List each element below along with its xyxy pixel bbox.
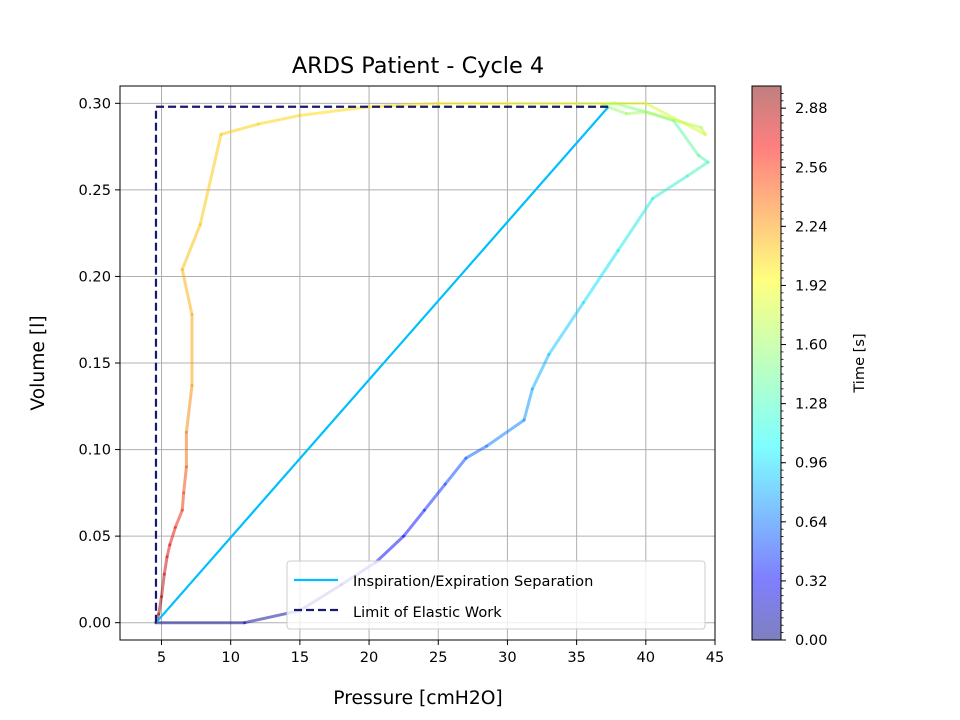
x-tick-label: 20 bbox=[360, 649, 379, 666]
colorbar-tick-label: 2.24 bbox=[795, 218, 828, 235]
colorbar-gradient bbox=[752, 86, 781, 640]
time-colored-segment bbox=[547, 300, 586, 356]
time-colored-segment bbox=[651, 174, 689, 201]
x-tick-label: 10 bbox=[221, 649, 240, 666]
colorbar-tick-label: 0.00 bbox=[795, 632, 828, 649]
colorbar-frame bbox=[751, 85, 782, 641]
colorbar-tick-label: 1.60 bbox=[795, 337, 828, 354]
y-axis-label: Volume [l] bbox=[28, 315, 49, 410]
legend-label-elastic-limit: Limit of Elastic Work bbox=[353, 604, 502, 621]
time-colored-segment bbox=[644, 110, 703, 130]
y-tick-label: 0.00 bbox=[79, 615, 112, 632]
time-colored-segment bbox=[157, 595, 164, 616]
time-colored-segment bbox=[644, 101, 707, 136]
time-colored-segment bbox=[173, 508, 184, 529]
time-colored-segment bbox=[162, 555, 169, 576]
x-tick-label: 40 bbox=[637, 649, 656, 666]
time-colored-segment bbox=[464, 444, 489, 460]
colorbar: 0.00 0.32 0.64 0.96 1.28 1.60 1.92 2.24 2.56 2.88… bbox=[751, 85, 868, 649]
time-colored-segment bbox=[616, 197, 655, 252]
chart-title: ARDS Patient - Cycle 4 bbox=[292, 53, 544, 79]
x-tick-label: 5 bbox=[157, 649, 166, 666]
x-tick-label: 45 bbox=[706, 649, 725, 666]
colorbar-tick-label: 1.28 bbox=[795, 396, 828, 413]
time-colored-segment bbox=[485, 418, 526, 448]
plot-area: 5 10 15 20 25 30 35 40 45 0.000.050.100.150.200.… bbox=[79, 85, 724, 666]
grid-lines bbox=[120, 86, 716, 640]
time-colored-segment bbox=[256, 113, 302, 126]
time-colored-segment bbox=[198, 132, 223, 226]
time-colored-segment bbox=[180, 223, 202, 272]
y-tick-label: 0.10 bbox=[79, 442, 112, 459]
y-tick-label: 0.25 bbox=[79, 182, 112, 199]
y-tick-label: 0.15 bbox=[79, 355, 112, 372]
time-colored-segment bbox=[168, 525, 177, 547]
colorbar-tick-label: 1.92 bbox=[795, 277, 828, 294]
colorbar-tick-label: 0.32 bbox=[795, 573, 828, 590]
x-tick-label: 30 bbox=[498, 649, 517, 666]
colorbar-tick-label: 0.96 bbox=[795, 455, 828, 472]
time-colored-segment bbox=[219, 122, 260, 136]
time-colored-segment bbox=[180, 491, 186, 512]
legend: Inspiration/Expiration Separation Limit … bbox=[286, 560, 706, 630]
colorbar-tick-label: 0.64 bbox=[795, 514, 828, 531]
time-colored-segment bbox=[160, 572, 166, 599]
time-colored-segment bbox=[530, 352, 551, 391]
elastic-limit-line bbox=[154, 105, 609, 623]
legend-label-separation: Inspiration/Expiration Separation bbox=[353, 573, 593, 590]
time-colored-segment bbox=[685, 160, 710, 178]
time-colored-segment bbox=[522, 387, 534, 422]
time-colored-segment bbox=[182, 465, 188, 495]
time-colored-segment bbox=[671, 119, 700, 157]
x-tick-label: 35 bbox=[567, 649, 586, 666]
time-colored-segment bbox=[165, 543, 172, 559]
time-colored-segment bbox=[298, 105, 371, 117]
time-colored-segment bbox=[367, 101, 440, 109]
time-colored-segment bbox=[184, 384, 194, 434]
y-axis-ticks: 0.00 0.05 0.10 0.15 0.20 0.25 0.30 bbox=[79, 95, 120, 632]
time-colored-segment bbox=[402, 508, 426, 538]
separation-line bbox=[155, 106, 610, 624]
time-colored-segment bbox=[374, 534, 406, 564]
x-axis-ticks: 5 10 15 20 25 30 35 40 45 bbox=[157, 640, 724, 666]
time-colored-segment bbox=[180, 268, 194, 317]
legend-box bbox=[286, 560, 706, 630]
time-colored-segment bbox=[582, 248, 620, 304]
series-layer bbox=[154, 101, 710, 625]
time-colored-segment bbox=[422, 482, 447, 512]
x-axis-label: Pressure [cmH2O] bbox=[333, 688, 502, 709]
colorbar-tick-label: 2.88 bbox=[795, 100, 828, 117]
colorbar-label: Time [s] bbox=[851, 333, 868, 393]
y-tick-label: 0.30 bbox=[79, 95, 112, 112]
colorbar-tick-label: 2.56 bbox=[795, 159, 828, 176]
time-colored-segment bbox=[696, 153, 710, 164]
time-colored-segment bbox=[443, 456, 468, 486]
y-tick-label: 0.20 bbox=[79, 268, 112, 285]
x-tick-label: 25 bbox=[429, 649, 448, 666]
time-colored-segment bbox=[624, 110, 648, 116]
colorbar-ticks: 0.00 0.32 0.64 0.96 1.28 1.60 1.92 2.24 2.56 2.88 bbox=[781, 100, 828, 649]
x-tick-label: 15 bbox=[291, 649, 310, 666]
y-tick-label: 0.05 bbox=[79, 528, 112, 545]
